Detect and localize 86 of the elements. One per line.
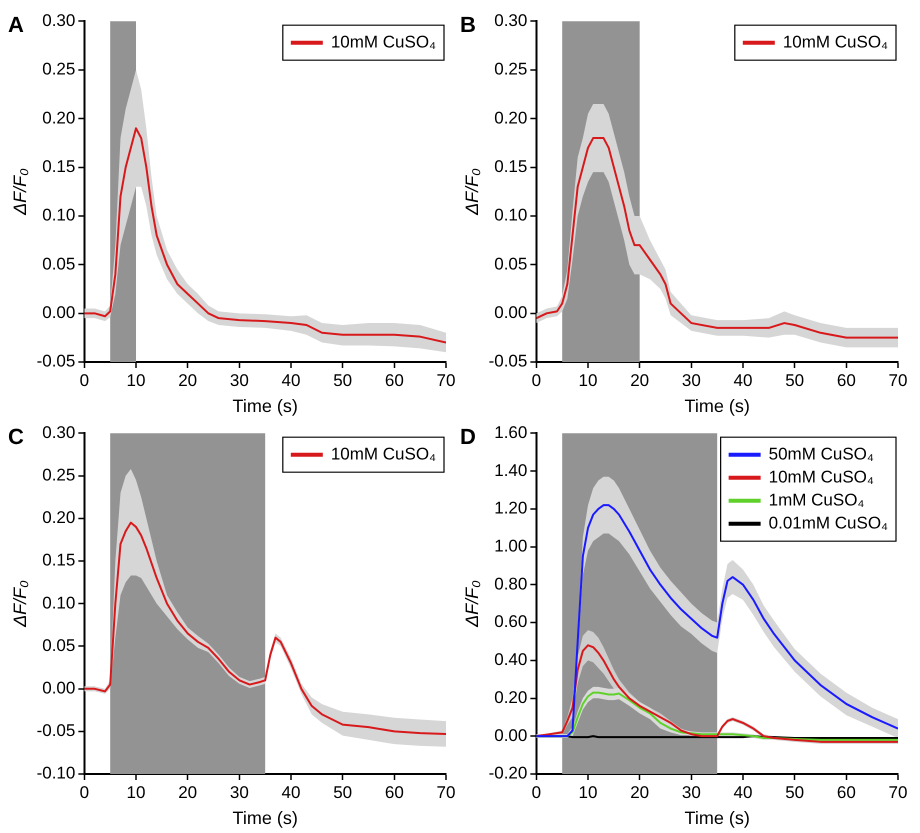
x-tick-label: 10 (126, 782, 146, 802)
y-tick-label: 0.30 (42, 422, 76, 442)
y-tick-label: 0.10 (42, 206, 76, 225)
chart-title: A (8, 12, 24, 38)
x-tick-label: 50 (785, 370, 804, 390)
x-tick-label: 30 (682, 782, 701, 802)
x-tick-label: 40 (734, 782, 752, 802)
legend-label: 10mM CuSO₄ (782, 32, 888, 52)
x-tick-label: 20 (630, 370, 650, 390)
y-tick-label: 0.40 (494, 650, 528, 670)
y-tick-label: 0.00 (42, 303, 76, 322)
y-tick-label: 0.25 (494, 60, 528, 79)
y-tick-label: -0.05 (36, 721, 76, 740)
y-tick-label: -0.10 (36, 764, 76, 783)
y-tick-label: 0.20 (42, 108, 76, 128)
y-tick-label: 0.00 (494, 726, 528, 745)
x-tick-label: 60 (384, 782, 404, 802)
y-axis-title: ΔF/F₀ (10, 168, 30, 216)
y-tick-label: 1.00 (494, 536, 528, 556)
x-tick-label: 70 (888, 370, 908, 390)
x-tick-label: 0 (80, 370, 90, 390)
y-tick-label: 0.25 (42, 465, 76, 484)
legend-label: 0.01mM CuSO₄ (768, 513, 888, 532)
y-tick-label: 0.10 (494, 206, 528, 225)
chart-title: B (460, 12, 476, 38)
y-tick-label: 0.05 (42, 636, 76, 655)
y-tick-label: 0.20 (494, 108, 528, 128)
x-tick-label: 50 (333, 782, 352, 802)
x-tick-label: 60 (836, 782, 856, 802)
x-tick-label: 20 (178, 782, 198, 802)
y-tick-label: 0.05 (42, 254, 76, 274)
x-axis-title: Time (s) (232, 808, 298, 828)
y-axis-title: ΔF/F₀ (462, 168, 482, 216)
x-tick-label: 70 (436, 782, 456, 802)
x-axis-title: Time (s) (684, 808, 750, 828)
x-axis-title: Time (s) (232, 396, 298, 416)
chart-title: C (8, 424, 24, 450)
x-tick-label: 60 (384, 370, 404, 390)
x-tick-label: 10 (126, 370, 146, 390)
y-tick-label: -0.05 (36, 352, 76, 371)
x-tick-label: 20 (630, 782, 650, 802)
legend-label: 10mM CuSO₄ (330, 32, 436, 52)
y-tick-label: -0.20 (488, 764, 528, 783)
x-axis-title: Time (s) (684, 396, 750, 416)
y-tick-label: 0.15 (42, 550, 76, 570)
x-tick-label: 10 (578, 370, 598, 390)
y-tick-label: 0.80 (494, 574, 528, 594)
y-tick-label: 0.10 (42, 593, 76, 612)
x-tick-label: 30 (230, 782, 249, 802)
x-tick-label: 30 (230, 370, 249, 390)
x-tick-label: 60 (836, 370, 856, 390)
y-tick-label: 1.60 (494, 422, 528, 442)
x-tick-label: 50 (785, 782, 804, 802)
x-tick-label: 70 (436, 370, 456, 390)
y-axis-title: ΔF/F₀ (10, 580, 30, 628)
y-tick-label: 0.15 (494, 156, 528, 176)
x-tick-label: 40 (282, 370, 300, 390)
y-tick-label: 0.30 (494, 10, 528, 30)
legend-label: 50mM CuSO₄ (768, 444, 874, 464)
x-tick-label: 40 (282, 782, 300, 802)
x-tick-label: 30 (682, 370, 701, 390)
legend-label: 1mM CuSO₄ (768, 490, 864, 510)
chart-title: D (460, 424, 476, 450)
y-tick-label: -0.05 (488, 352, 528, 371)
y-tick-label: 0.15 (42, 156, 76, 176)
x-tick-label: 0 (532, 370, 542, 390)
y-tick-label: 0.20 (494, 688, 528, 707)
y-tick-label: 0.00 (494, 303, 528, 322)
y-tick-label: 0.00 (42, 678, 76, 698)
y-tick-label: 1.20 (494, 498, 528, 518)
x-tick-label: 10 (578, 782, 598, 802)
y-tick-label: 0.05 (494, 254, 528, 274)
x-tick-label: 0 (80, 782, 90, 802)
y-tick-label: 0.60 (494, 612, 528, 632)
y-tick-label: 0.25 (42, 60, 76, 79)
y-tick-label: 0.30 (42, 10, 76, 30)
legend-label: 10mM CuSO₄ (330, 444, 436, 464)
y-axis-title: ΔF/F₀ (462, 580, 482, 628)
y-tick-label: 1.40 (494, 460, 528, 480)
legend-label: 10mM CuSO₄ (768, 467, 874, 486)
x-tick-label: 0 (532, 782, 542, 802)
x-tick-label: 40 (734, 370, 752, 390)
x-tick-label: 70 (888, 782, 908, 802)
y-tick-label: 0.20 (42, 508, 76, 528)
x-tick-label: 20 (178, 370, 198, 390)
x-tick-label: 50 (333, 370, 352, 390)
